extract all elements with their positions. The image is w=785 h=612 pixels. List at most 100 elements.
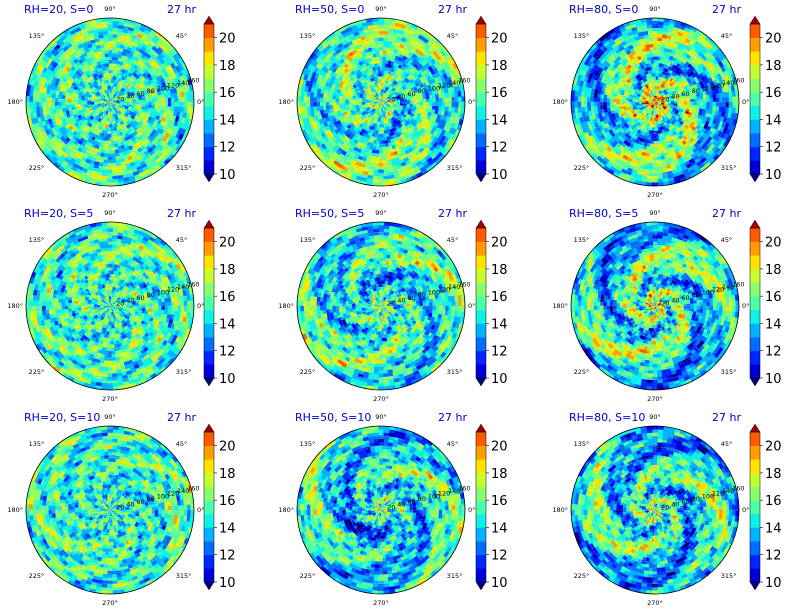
- contour-cell: [102, 169, 108, 174]
- contour-cell: [145, 101, 150, 105]
- contour-cell: [111, 43, 117, 48]
- contour-cell: [112, 24, 119, 29]
- contour-cell: [649, 146, 654, 151]
- contour-cell: [381, 69, 385, 74]
- contour-cell: [110, 72, 114, 77]
- contour-cell: [106, 85, 109, 90]
- contour-cell: [101, 27, 108, 32]
- colorbar-tick-label: 18: [219, 59, 236, 74]
- contour-cell: [699, 104, 704, 109]
- colorbar-tick-label: 12: [219, 141, 236, 156]
- contour-cell: [64, 101, 69, 106]
- contour-cell: [650, 140, 654, 145]
- contour-cell: [422, 104, 427, 109]
- panel-time-label: 27 hr: [438, 3, 467, 16]
- colorbar-band: [476, 78, 486, 93]
- contour-cell: [372, 24, 379, 29]
- contour-cell: [338, 95, 343, 100]
- contour-cell: [77, 99, 82, 103]
- contour-cell: [101, 175, 108, 180]
- colorbar-tick-label: 18: [491, 59, 508, 74]
- contour-cell: [309, 96, 314, 103]
- contour-cell: [619, 99, 624, 103]
- panel-rh50-s0: 20 40 60 80 1001201401600°45°90°135°180°225°…: [278, 3, 507, 199]
- contour-cell: [660, 136, 665, 141]
- contour-cell: [619, 101, 624, 105]
- contour-cell: [58, 101, 62, 106]
- colorbar-extend-min: [203, 173, 215, 183]
- radial-tick-label: 40: [126, 93, 134, 101]
- contour-cell: [425, 101, 430, 106]
- contour-cell: [372, 172, 379, 177]
- contour-cell: [381, 63, 386, 67]
- contour-cell: [373, 169, 379, 174]
- contour-cell: [132, 101, 136, 105]
- contour-cell: [693, 101, 698, 106]
- contour-cell: [651, 130, 655, 135]
- contour-cell: [412, 101, 417, 105]
- angle-tick-label: 225°: [29, 164, 45, 172]
- contour-cell: [106, 127, 110, 132]
- contour-cell: [110, 130, 114, 135]
- contour-cell: [383, 178, 390, 183]
- angle-tick-label: 135°: [29, 32, 45, 40]
- contour-cell: [319, 97, 324, 103]
- contour-cell: [683, 101, 688, 105]
- colorbar-band: [476, 64, 486, 79]
- contour-cell: [383, 24, 390, 29]
- contour-cell: [177, 101, 182, 108]
- contour-cell: [335, 101, 340, 106]
- contour-cell: [135, 101, 140, 105]
- contour-cell: [622, 97, 627, 101]
- contour-cell: [111, 146, 116, 151]
- contour-cell: [67, 95, 72, 100]
- contour-cell: [101, 83, 105, 88]
- angle-tick-label: 225°: [300, 164, 316, 172]
- contour-cell: [112, 175, 119, 180]
- contour-cell: [351, 99, 356, 103]
- contour-cell: [659, 56, 664, 61]
- angle-tick-label: 180°: [7, 98, 23, 106]
- contour-cell: [127, 127, 133, 132]
- contour-cell: [445, 97, 450, 103]
- colorbar-extend-min: [475, 173, 487, 183]
- contour-cell: [104, 146, 109, 151]
- angle-tick-label: 0°: [468, 98, 475, 106]
- contour-cell: [656, 143, 660, 148]
- contour-cell: [431, 105, 437, 110]
- contour-cell: [110, 75, 113, 80]
- contour-cell: [381, 124, 384, 129]
- contour-cell: [103, 43, 109, 48]
- contour-cell: [167, 97, 172, 103]
- contour-cell: [375, 149, 380, 154]
- contour-cell: [650, 143, 654, 148]
- contour-cell: [312, 97, 317, 103]
- contour-cell: [160, 94, 166, 99]
- contour-cell: [693, 98, 698, 103]
- contour-cell: [654, 108, 657, 112]
- contour-cell: [383, 30, 389, 35]
- contour-cell: [102, 33, 108, 38]
- contour-cell: [101, 172, 108, 177]
- contour-cell: [650, 137, 655, 141]
- contour-cell: [144, 104, 149, 108]
- contour-cell: [629, 99, 633, 103]
- colorbar-extend-max: [475, 15, 487, 25]
- contour-cell: [375, 130, 379, 135]
- contour-cell: [95, 21, 103, 26]
- contour-cell: [174, 97, 179, 103]
- contour-cell: [74, 101, 79, 105]
- contour-cell: [102, 30, 108, 35]
- radial-tick-label: 40: [397, 93, 405, 101]
- contour-cell: [104, 53, 109, 58]
- contour-cell: [454, 96, 459, 103]
- colorbar-band: [204, 133, 214, 148]
- contour-cell: [105, 137, 110, 141]
- contour-cell: [345, 99, 350, 103]
- contour-cell: [445, 101, 450, 107]
- contour-cell: [387, 34, 394, 39]
- contour-cell: [99, 107, 103, 111]
- colorbar-band: [476, 160, 486, 175]
